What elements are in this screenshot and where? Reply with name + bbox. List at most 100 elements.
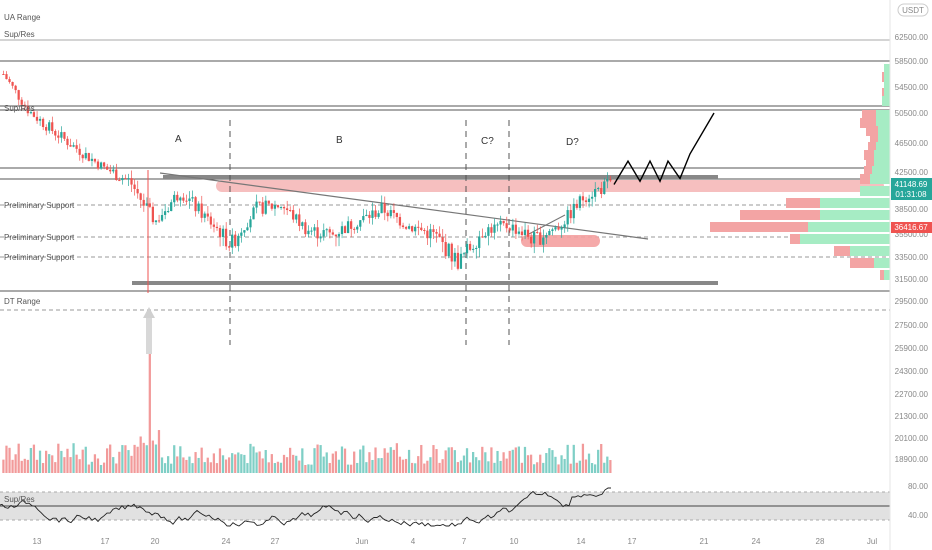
candle-body [29,112,32,114]
candle-body [542,237,545,245]
volume-bar [215,463,219,473]
volume-bar [600,444,603,473]
volume-profile-sell [870,134,878,144]
volume-bar [102,462,106,473]
volume-bar [319,445,322,473]
volume-bar [435,449,438,473]
volume-bar [45,450,48,473]
countdown-text: 01:31:08 [895,190,927,199]
candle-body [334,234,337,237]
volume-bar [511,449,514,473]
volume-profile-buy [884,80,890,90]
time-tick-label: 21 [700,537,709,546]
volume-bar [533,464,536,473]
price-tick-label: 25900.00 [895,344,929,353]
up-arrow-icon [143,307,155,354]
candle-body [170,202,173,212]
volume-bar [340,446,344,473]
volume-bar [182,457,185,473]
volume-profile-buy [884,72,890,82]
candle-body [365,214,368,217]
candle-body [578,196,581,208]
candle-body [106,166,109,170]
volume-profile-sell [850,258,874,268]
volume-bar [478,460,481,473]
candle-body [340,226,344,235]
sup-res-mid-label: Sup/Res [4,104,35,113]
volume-profile-buy [882,96,890,106]
marker-price-tag: 36416.67 [891,222,932,233]
volume-bar [188,456,191,473]
candle-body [228,246,231,248]
volume-bar [417,456,420,473]
volume-bar [301,448,304,473]
volume-bar [8,447,11,473]
volume-profile [710,64,890,280]
candle-body [395,212,398,218]
volume-bar [569,463,572,473]
candles [2,70,612,293]
volume-bar [84,446,87,473]
volume-bar [459,460,463,473]
volume-bar [517,446,520,473]
volume-bar [322,456,325,473]
candle-body [209,216,212,225]
volume-profile-buy [872,166,890,176]
volume-profile-sell [786,198,820,208]
symbol-badge[interactable]: USDT [897,3,929,17]
candle-body [63,132,66,139]
volume-profile-buy [860,186,890,196]
time-tick-label: 14 [577,537,586,546]
volume-bar [331,453,334,473]
volume-bar [66,448,69,473]
volume-bar [453,450,456,473]
candle-body [490,227,493,233]
price-tick-label: 46500.00 [895,139,929,148]
volume-bar [414,463,417,473]
candle-body [441,237,444,243]
volume-bar [377,458,380,473]
volume-bar [228,457,231,473]
candle-body [231,234,234,248]
candle-body [218,228,222,238]
candle-body [310,230,313,232]
volume-bar [20,460,23,473]
volume-bar [450,447,453,473]
candle-body [432,229,435,232]
volume-bar [218,448,222,473]
candle-body [465,243,469,254]
volume-bar [197,457,200,473]
candle-body [499,220,502,225]
volume-bar [523,446,527,473]
volume-bar [194,452,197,473]
candle-body [609,179,612,181]
volume-bar [179,446,182,473]
candle-body [154,220,158,223]
candle-body [243,230,246,233]
volume-profile-buy [820,210,890,220]
candle-body [337,234,341,237]
volume-profile-sell [868,142,876,152]
candle-body [11,82,14,86]
candle-body [212,224,215,227]
volume-profile-sell [860,174,870,184]
candle-body [270,203,273,209]
volume-bar [499,460,502,473]
phase-a-label: A [175,134,182,145]
candle-body [2,74,5,75]
volume-bar [380,458,383,473]
candle-body [453,252,456,262]
candle-body [261,202,264,214]
volume-bar [292,454,295,473]
volume-bar [447,447,450,473]
candle-body [429,229,432,239]
volume-bar [389,447,392,473]
volume-bar [557,464,560,473]
volume-bar [563,458,566,473]
candle-body [301,222,304,226]
volume-bar [264,450,267,473]
volume-bar [490,447,493,473]
candle-body [289,210,292,212]
candle-body [200,203,203,218]
